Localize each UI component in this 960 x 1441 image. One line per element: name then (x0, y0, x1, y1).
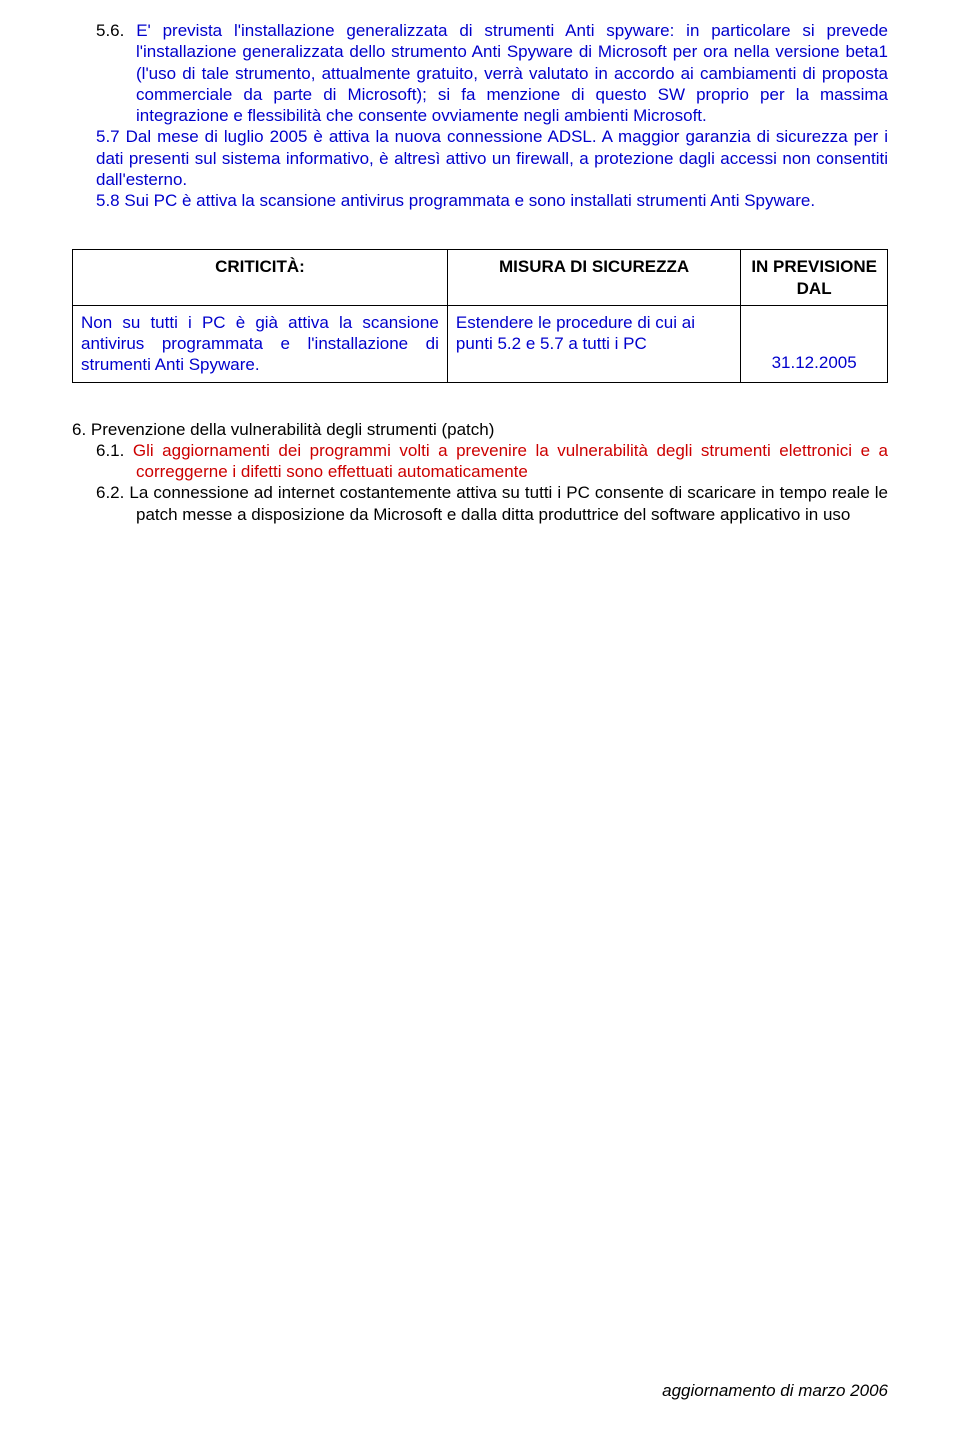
paragraph-5-7: 5.7 Dal mese di luglio 2005 è attiva la … (96, 126, 888, 190)
section-6-title: 6. Prevenzione della vulnerabilità degli… (72, 419, 888, 440)
item-6-1: 6.1. Gli aggiornamenti dei programmi vol… (96, 440, 888, 483)
header-misura: MISURA DI SICUREZZA (447, 250, 740, 306)
header-previsione: IN PREVISIONE DAL (741, 250, 888, 306)
text-5-6: E' prevista l'installazione generalizzat… (136, 21, 888, 125)
num-6-1: 6.1. (96, 441, 133, 460)
criticita-table: CRITICITÀ: MISURA DI SICUREZZA IN PREVIS… (72, 249, 888, 382)
num-6-2: 6.2. (96, 483, 129, 502)
paragraph-5-6: 5.6. E' prevista l'installazione general… (96, 20, 888, 126)
text-6-1: Gli aggiornamenti dei programmi volti a … (133, 441, 888, 481)
table-header-row: CRITICITÀ: MISURA DI SICUREZZA IN PREVIS… (73, 250, 888, 306)
text-5-8: 5.8 Sui PC è attiva la scansione antivir… (96, 191, 815, 210)
footer-text: aggiornamento di marzo 2006 (662, 1380, 888, 1401)
cell-data: 31.12.2005 (741, 305, 888, 382)
item-6-2: 6.2. La connessione ad internet costante… (96, 482, 888, 525)
paragraph-5-8: 5.8 Sui PC è attiva la scansione antivir… (96, 190, 888, 211)
cell-criticita: Non su tutti i PC è già attiva la scansi… (73, 305, 448, 382)
text-6-2: La connessione ad internet costantemente… (129, 483, 888, 523)
table-row: Non su tutti i PC è già attiva la scansi… (73, 305, 888, 382)
header-criticita: CRITICITÀ: (73, 250, 448, 306)
num-5-6: 5.6. (96, 21, 136, 40)
cell-misura: Estendere le procedure di cui ai punti 5… (447, 305, 740, 382)
text-5-7: 5.7 Dal mese di luglio 2005 è attiva la … (96, 127, 888, 189)
